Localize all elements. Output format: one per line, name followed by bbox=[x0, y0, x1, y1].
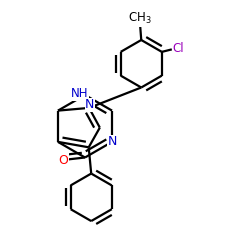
Text: NH: NH bbox=[71, 87, 88, 100]
Text: N: N bbox=[108, 136, 117, 148]
Text: Cl: Cl bbox=[172, 42, 184, 55]
Text: CH$_3$: CH$_3$ bbox=[128, 11, 152, 26]
Text: N: N bbox=[85, 98, 94, 112]
Text: O: O bbox=[58, 154, 68, 166]
